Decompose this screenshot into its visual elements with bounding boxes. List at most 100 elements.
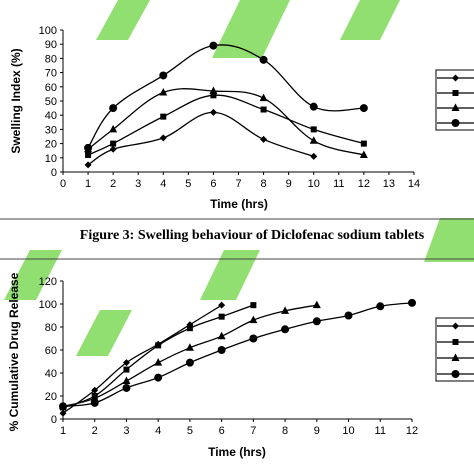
series-4-point [59, 402, 67, 411]
watermark-stroke-5 [76, 310, 132, 356]
series-3-point [109, 124, 118, 133]
x-axis-title: Time (hrs) [208, 445, 266, 459]
series-2-point [123, 366, 130, 373]
series-2-point [110, 140, 117, 147]
series-4-point [84, 143, 93, 152]
x-tick-label: 1 [85, 178, 91, 190]
y-tick-label: 20 [45, 391, 57, 403]
series-1-point [260, 135, 268, 143]
series-2-point [160, 113, 167, 120]
legend [435, 69, 474, 131]
series-3-point [309, 136, 318, 144]
series-3-point [154, 358, 163, 366]
series-4-point [109, 104, 118, 113]
y-tick-label: 60 [45, 345, 57, 357]
x-tick-label: 4 [160, 178, 166, 190]
y-tick-label: 40 [45, 110, 57, 122]
legend [435, 317, 474, 382]
series-4-point [359, 104, 368, 113]
x-tick-label: 5 [185, 178, 191, 190]
series-3-point [122, 376, 131, 385]
x-tick-label: 12 [406, 425, 418, 437]
y-tick-label: 120 [39, 276, 57, 288]
y-tick-label: 20 [45, 139, 57, 151]
watermark-stroke-3 [340, 0, 400, 40]
series-1-point [84, 161, 92, 169]
series-4-point [376, 302, 385, 311]
series-4-point [217, 346, 226, 354]
x-tick-label: 13 [383, 178, 395, 190]
series-layer [84, 41, 368, 169]
watermark-stroke-7 [424, 218, 474, 262]
series-1-point [59, 409, 67, 417]
y-tick-label: 80 [45, 53, 57, 65]
x-tick-label: 4 [155, 425, 161, 437]
series-4-point [344, 311, 353, 320]
series-layer [59, 298, 416, 417]
legend-3-marker [451, 103, 460, 111]
series-3-point [259, 93, 268, 102]
x-tick-label: 7 [250, 425, 256, 437]
x-tick-label: 8 [261, 178, 267, 190]
series-2-point [360, 140, 367, 147]
series-1-point [109, 145, 117, 153]
y-tick-label: 80 [45, 322, 57, 334]
series-2-point [186, 325, 193, 332]
legend-3-marker [451, 353, 460, 361]
series-1-point [159, 134, 167, 142]
series-3-point [359, 150, 368, 158]
x-tick-label: 6 [210, 178, 216, 190]
series-2-point [85, 151, 92, 158]
legend-1-marker [452, 322, 459, 330]
watermark-stroke-6 [200, 250, 260, 300]
x-tick-label: 10 [308, 178, 320, 190]
y-tick-label: 0 [51, 414, 57, 426]
x-tick-label: 2 [92, 425, 98, 437]
legend-4-marker [451, 370, 460, 378]
series-1-point [218, 301, 226, 309]
series-2-point [210, 92, 217, 99]
series-4-point [259, 55, 268, 64]
series-2-point [310, 126, 317, 133]
legend-1-marker [452, 74, 459, 82]
y-tick-label: 100 [39, 25, 57, 37]
x-tick-label: 10 [342, 425, 354, 437]
series-4-point [159, 71, 168, 80]
series-3-point [185, 343, 194, 351]
x-axis-title: Time (hrs) [210, 197, 268, 211]
drug-release-chart: % Cumulative Drug Release Time (hrs) 0 20… [7, 272, 474, 459]
x-tick-label: 9 [314, 425, 320, 437]
legend-items [437, 74, 474, 127]
y-tick-label: 90 [45, 39, 57, 51]
series-3-point [312, 300, 321, 309]
y-tick-label: 40 [45, 368, 57, 380]
series-3-point [217, 331, 226, 340]
x-tick-label: 9 [286, 178, 292, 190]
y-axis-title: % Cumulative Drug Release [7, 272, 21, 431]
x-tick-label: 14 [408, 178, 420, 190]
series-3-point [209, 86, 218, 95]
x-tick-label: 11 [375, 425, 386, 437]
watermark-stroke-4 [4, 250, 62, 300]
y-tick-label: 10 [45, 153, 57, 165]
swelling-index-chart: Swelling Index (%) Time (hrs) 0102030405… [9, 25, 474, 211]
x-tick-label: 11 [333, 178, 344, 190]
figure-caption: Figure 3: Swelling behaviour of Diclofen… [80, 228, 425, 243]
x-tick-label: 2 [110, 178, 116, 190]
y-tick-label: 30 [45, 124, 57, 136]
series-1-point [209, 108, 217, 116]
watermark [4, 0, 474, 356]
x-tick-label: 5 [187, 425, 193, 437]
legend-items [437, 322, 474, 378]
series-4-point [309, 102, 318, 111]
legend-4-marker [451, 119, 460, 127]
x-tick-label: 7 [235, 178, 241, 190]
x-tick-label: 8 [282, 425, 288, 437]
x-tick-label: 12 [358, 178, 370, 190]
series-2-point [218, 313, 225, 320]
y-tick-label: 100 [39, 299, 57, 311]
series-1-point [310, 152, 318, 160]
y-tick-label: 50 [45, 96, 57, 108]
